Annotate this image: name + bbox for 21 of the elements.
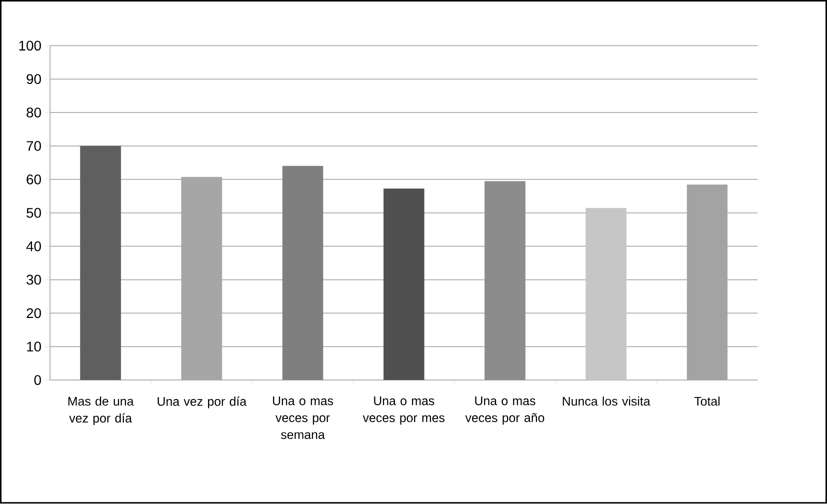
y-tick-label: 50 (26, 208, 41, 218)
bar (80, 146, 121, 380)
y-tick-label: 30 (26, 274, 41, 285)
x-tick-label: Una vez por día (158, 396, 247, 408)
x-tick-label: Total (694, 396, 720, 406)
y-tick-label: 40 (26, 242, 41, 252)
y-tick-label: 80 (26, 108, 41, 118)
x-tick-label: Una o mas veces por semana (272, 396, 334, 440)
y-tick-label: 10 (27, 342, 41, 352)
y-tick-label: 20 (26, 308, 41, 318)
y-tick-label: 70 (26, 141, 41, 152)
bar (484, 181, 526, 380)
x-tick-label: Mas de una vez por día (68, 396, 134, 426)
bar (586, 208, 627, 380)
x-tick-label: Una o mas veces por año (465, 396, 544, 425)
y-tick-label: 90 (26, 74, 41, 84)
x-tick-label: Una o mas veces por mes (362, 396, 445, 425)
y-tick-label: 100 (19, 40, 41, 51)
y-tick-label: 0 (34, 375, 41, 386)
y-tick-label: 60 (26, 174, 41, 185)
x-tick-label: Nunca los visita (562, 396, 650, 406)
